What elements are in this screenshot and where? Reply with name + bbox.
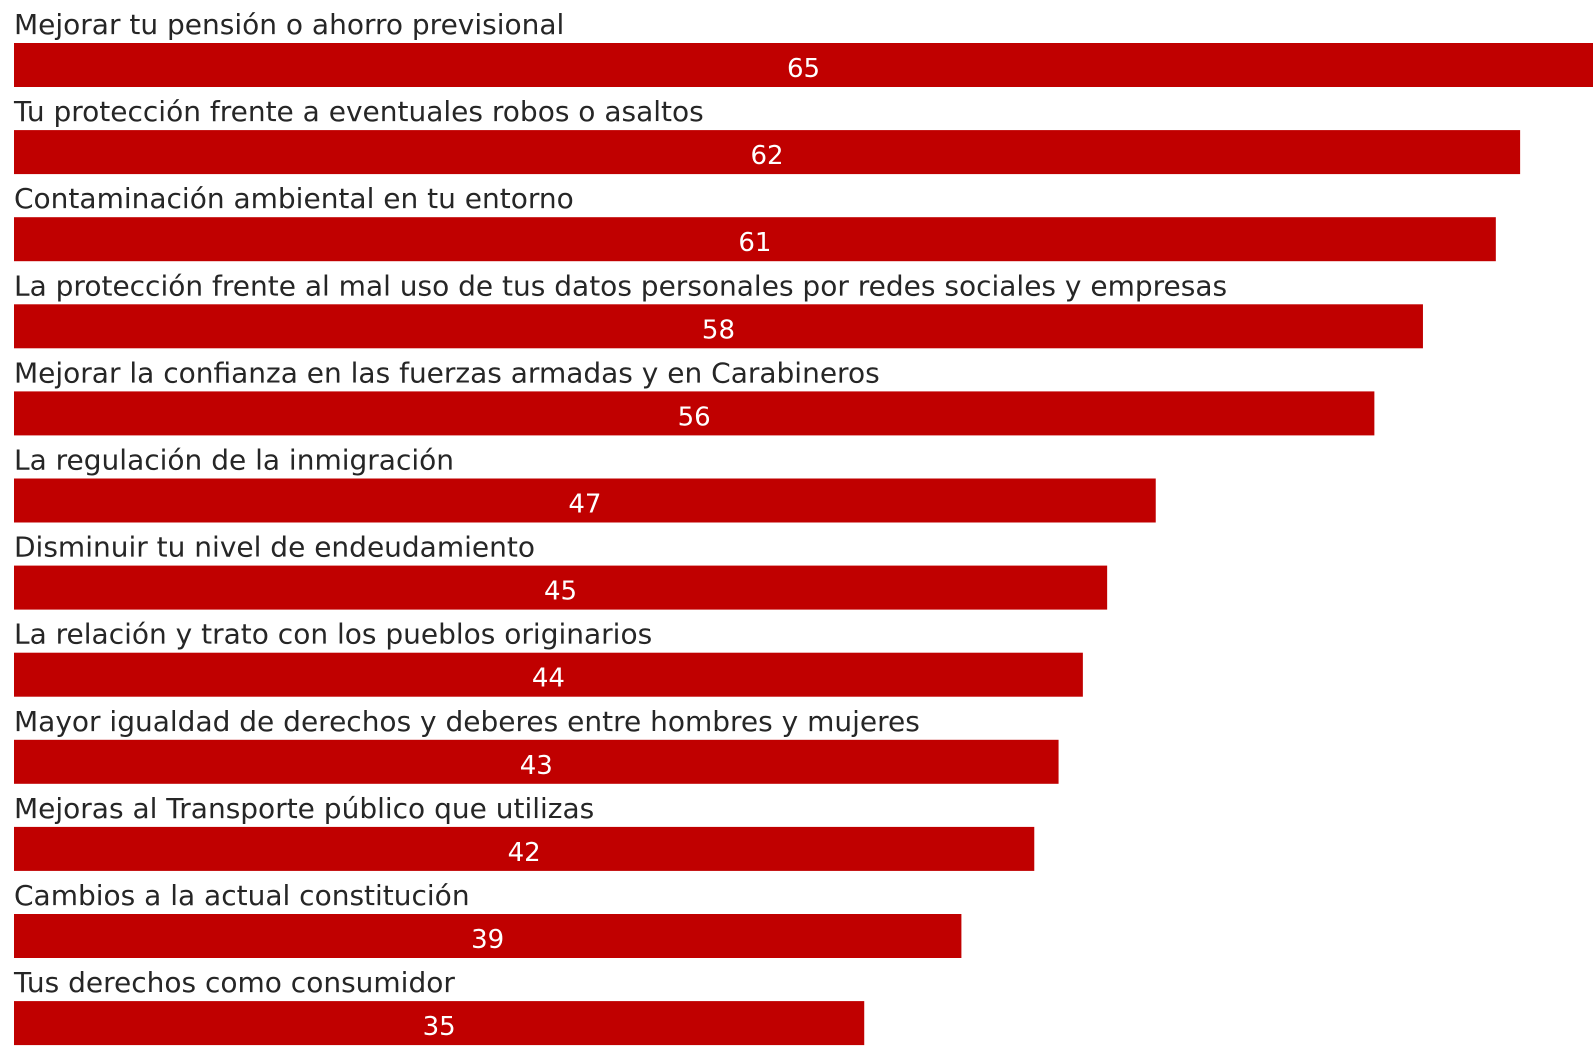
category-label: Mejorar tu pensión o ahorro previsional — [14, 8, 564, 41]
bar — [14, 1001, 865, 1046]
bar-value-label: 58 — [702, 315, 735, 345]
bar-value-label: 65 — [787, 54, 820, 84]
bar — [14, 130, 1521, 175]
category-label: La relación y trato con los pueblos orig… — [14, 618, 652, 651]
category-label: Mejorar la confianza en las fuerzas arma… — [14, 356, 880, 389]
bar — [14, 43, 1593, 87]
category-label: Contaminación ambiental en tu entorno — [14, 182, 574, 215]
bar-value-label: 44 — [532, 664, 565, 694]
category-label: Tu protección frente a eventuales robos … — [13, 95, 704, 128]
category-label: Mejoras al Transporte público que utiliz… — [14, 792, 594, 825]
bar-value-label: 62 — [751, 141, 784, 171]
bar-value-label: 61 — [738, 228, 771, 258]
bar-value-label: 42 — [508, 838, 541, 868]
bar — [14, 304, 1423, 349]
category-label: Tus derechos como consumidor — [13, 966, 455, 999]
bar — [14, 652, 1083, 697]
bar — [14, 478, 1156, 523]
bar — [14, 914, 962, 958]
bar-value-label: 43 — [520, 751, 553, 781]
bar — [14, 565, 1108, 610]
bar — [14, 739, 1059, 784]
bar-value-label: 39 — [471, 925, 504, 955]
category-label: Disminuir tu nivel de endeudamiento — [14, 531, 535, 564]
bar-value-label: 56 — [678, 402, 711, 432]
bar — [14, 217, 1496, 262]
category-label: La regulación de la inmigración — [14, 444, 454, 477]
bar-value-label: 35 — [423, 1012, 456, 1042]
category-label: La protección frente al mal uso de tus d… — [14, 269, 1227, 302]
category-label: Cambios a la actual constitución — [14, 879, 470, 912]
bar — [14, 826, 1035, 871]
bar-value-label: 45 — [544, 577, 577, 607]
bar-value-label: 47 — [568, 490, 601, 520]
bar — [14, 391, 1375, 436]
category-label: Mayor igualdad de derechos y deberes ent… — [14, 705, 920, 738]
